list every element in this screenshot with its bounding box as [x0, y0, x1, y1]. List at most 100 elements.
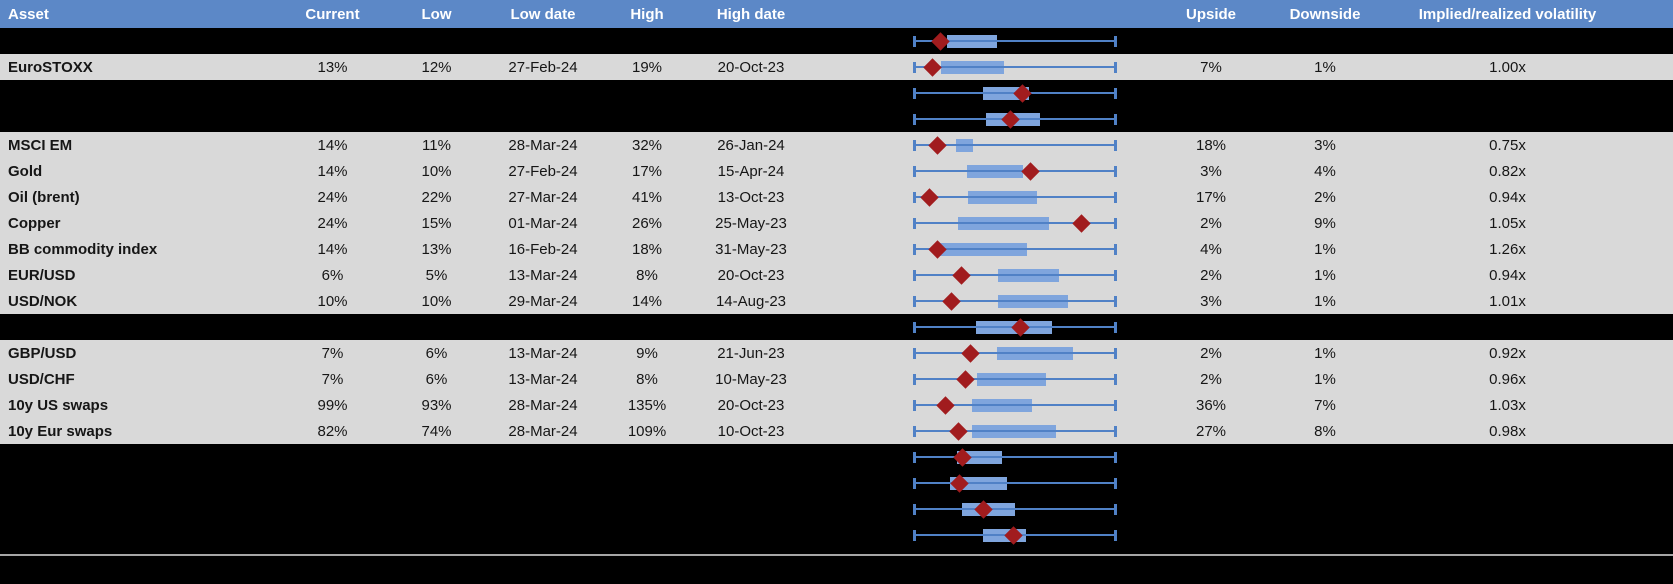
- cell-high_date[interactable]: [696, 314, 806, 340]
- cell-low[interactable]: [385, 80, 488, 106]
- filler-cell[interactable]: [1640, 132, 1673, 158]
- cell-high[interactable]: [598, 496, 696, 522]
- header-cell-upside[interactable]: Upside: [1185, 5, 1236, 23]
- cell-implied_realized[interactable]: 1.01x: [1489, 292, 1526, 310]
- header-cell-implied_realized[interactable]: Implied/realized volatility: [1418, 5, 1597, 23]
- cell-low[interactable]: 93%: [421, 396, 452, 414]
- cell-implied_realized[interactable]: [1375, 470, 1640, 496]
- cell-current[interactable]: 82%: [317, 422, 348, 440]
- cell-downside[interactable]: 4%: [1314, 162, 1336, 180]
- cell-low_date[interactable]: 13-Mar-24: [508, 344, 578, 362]
- cell-low[interactable]: 6%: [425, 344, 448, 362]
- cell-upside[interactable]: 4%: [1200, 240, 1222, 258]
- cell-implied_realized[interactable]: 1.05x: [1489, 214, 1526, 232]
- cell-high[interactable]: [598, 314, 696, 340]
- cell-downside[interactable]: [1275, 80, 1375, 106]
- filler-cell[interactable]: [1640, 28, 1673, 54]
- cell-current[interactable]: 10%: [317, 292, 348, 310]
- cell-asset[interactable]: Copper: [8, 214, 61, 232]
- filler-cell[interactable]: [1640, 288, 1673, 314]
- cell-low[interactable]: 12%: [421, 58, 452, 76]
- cell-asset[interactable]: 10y Eur swaps: [8, 422, 113, 440]
- filler-cell[interactable]: [1640, 366, 1673, 392]
- cell-current[interactable]: 14%: [317, 240, 348, 258]
- cell-low_date[interactable]: [488, 522, 598, 548]
- cell-upside[interactable]: 3%: [1200, 292, 1222, 310]
- cell-current[interactable]: 7%: [321, 370, 344, 388]
- cell-upside[interactable]: [1147, 470, 1275, 496]
- cell-implied_realized[interactable]: [1375, 28, 1640, 54]
- cell-high_date[interactable]: [696, 106, 806, 132]
- filler-cell[interactable]: [1640, 262, 1673, 288]
- header-cell-filler[interactable]: [1640, 0, 1673, 28]
- filler-cell[interactable]: [1640, 54, 1673, 80]
- cell-upside[interactable]: [1147, 496, 1275, 522]
- cell-high[interactable]: 41%: [631, 188, 663, 206]
- cell-high_date[interactable]: 21-Jun-23: [717, 344, 785, 362]
- cell-upside[interactable]: 2%: [1200, 214, 1222, 232]
- cell-implied_realized[interactable]: [1375, 522, 1640, 548]
- cell-downside[interactable]: [1275, 314, 1375, 340]
- filler-cell[interactable]: [1640, 418, 1673, 444]
- cell-implied_realized[interactable]: 0.92x: [1489, 344, 1526, 362]
- cell-current[interactable]: 99%: [317, 396, 348, 414]
- cell-implied_realized[interactable]: 0.94x: [1489, 188, 1526, 206]
- cell-high_date[interactable]: 25-May-23: [715, 214, 787, 232]
- cell-downside[interactable]: 9%: [1314, 214, 1336, 232]
- cell-upside[interactable]: [1147, 80, 1275, 106]
- cell-high[interactable]: 18%: [631, 240, 663, 258]
- cell-implied_realized[interactable]: [1375, 314, 1640, 340]
- cell-downside[interactable]: 1%: [1314, 58, 1336, 76]
- cell-low[interactable]: 13%: [421, 240, 452, 258]
- cell-high[interactable]: 14%: [631, 292, 663, 310]
- cell-downside[interactable]: [1275, 28, 1375, 54]
- cell-high[interactable]: 135%: [627, 396, 667, 414]
- cell-asset[interactable]: [0, 106, 280, 132]
- cell-high[interactable]: [598, 444, 696, 470]
- cell-downside[interactable]: 1%: [1314, 344, 1336, 362]
- cell-upside[interactable]: 2%: [1200, 266, 1222, 284]
- cell-implied_realized[interactable]: 0.94x: [1489, 266, 1526, 284]
- cell-downside[interactable]: 8%: [1314, 422, 1336, 440]
- cell-downside[interactable]: 1%: [1314, 240, 1336, 258]
- cell-low_date[interactable]: [488, 28, 598, 54]
- cell-low_date[interactable]: [488, 80, 598, 106]
- cell-upside[interactable]: [1147, 314, 1275, 340]
- cell-upside[interactable]: 17%: [1195, 188, 1227, 206]
- filler-cell[interactable]: [1640, 314, 1673, 340]
- cell-low[interactable]: [385, 28, 488, 54]
- cell-low[interactable]: [385, 496, 488, 522]
- filler-cell[interactable]: [1640, 470, 1673, 496]
- cell-current[interactable]: [280, 106, 385, 132]
- cell-asset[interactable]: EuroSTOXX: [8, 58, 93, 76]
- cell-low[interactable]: [385, 106, 488, 132]
- filler-cell[interactable]: [1640, 392, 1673, 418]
- cell-current[interactable]: 7%: [321, 344, 344, 362]
- cell-implied_realized[interactable]: [1375, 106, 1640, 132]
- filler-cell[interactable]: [1640, 496, 1673, 522]
- cell-high_date[interactable]: 15-Apr-24: [717, 162, 785, 180]
- cell-upside[interactable]: 18%: [1195, 136, 1227, 154]
- cell-high_date[interactable]: 20-Oct-23: [717, 266, 785, 284]
- cell-current[interactable]: [280, 496, 385, 522]
- cell-high[interactable]: 17%: [631, 162, 663, 180]
- filler-cell[interactable]: [1640, 158, 1673, 184]
- cell-high_date[interactable]: [696, 444, 806, 470]
- cell-low_date[interactable]: [488, 106, 598, 132]
- cell-low[interactable]: 6%: [425, 370, 448, 388]
- cell-current[interactable]: 13%: [317, 58, 348, 76]
- cell-high[interactable]: [598, 106, 696, 132]
- cell-high_date[interactable]: 14-Aug-23: [715, 292, 787, 310]
- cell-high[interactable]: [598, 28, 696, 54]
- cell-upside[interactable]: 2%: [1200, 344, 1222, 362]
- cell-high_date[interactable]: 31-May-23: [715, 240, 787, 258]
- cell-low_date[interactable]: 27-Feb-24: [508, 162, 578, 180]
- cell-downside[interactable]: [1275, 496, 1375, 522]
- cell-high[interactable]: [598, 80, 696, 106]
- cell-low[interactable]: [385, 470, 488, 496]
- cell-low_date[interactable]: [488, 496, 598, 522]
- cell-implied_realized[interactable]: [1375, 444, 1640, 470]
- cell-low_date[interactable]: [488, 314, 598, 340]
- cell-high[interactable]: [598, 470, 696, 496]
- cell-asset[interactable]: BB commodity index: [8, 240, 158, 258]
